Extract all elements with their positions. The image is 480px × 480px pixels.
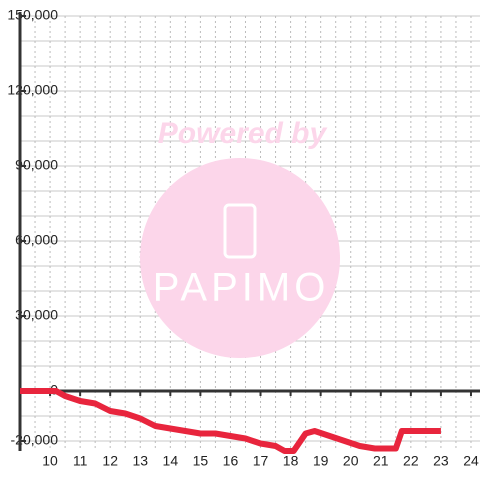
x-tick-label: 13 (132, 453, 148, 469)
x-tick-label: 14 (163, 453, 179, 469)
watermark: Powered by PAPIMO (140, 117, 340, 358)
x-tick-label: 23 (433, 453, 449, 469)
x-tick-label: 12 (102, 453, 118, 469)
x-tick-label: 10 (42, 453, 58, 469)
watermark-logo: PAPIMO (153, 266, 330, 310)
x-tick-label: 15 (193, 453, 209, 469)
y-tick-label: -20,000 (11, 432, 59, 448)
x-tick-label: 18 (283, 453, 299, 469)
x-tick-label: 24 (463, 453, 479, 469)
x-tick-label: 19 (313, 453, 329, 469)
watermark-icon (223, 203, 257, 259)
x-tick-label: 22 (403, 453, 419, 469)
x-tick-label: 21 (373, 453, 389, 469)
watermark-text: Powered by (158, 117, 328, 150)
y-tick-label: 120,000 (7, 82, 58, 98)
y-tick-label: 150,000 (7, 7, 58, 23)
y-tick-label: 60,000 (15, 232, 58, 248)
x-tick-label: 11 (73, 453, 88, 469)
y-tick-label: 90,000 (15, 157, 58, 173)
data-line (20, 388, 441, 454)
y-tick-label: 30,000 (15, 307, 58, 323)
x-tick-label: 17 (253, 453, 269, 469)
x-tick-label: 20 (343, 453, 359, 469)
x-tick-label: 16 (223, 453, 239, 469)
